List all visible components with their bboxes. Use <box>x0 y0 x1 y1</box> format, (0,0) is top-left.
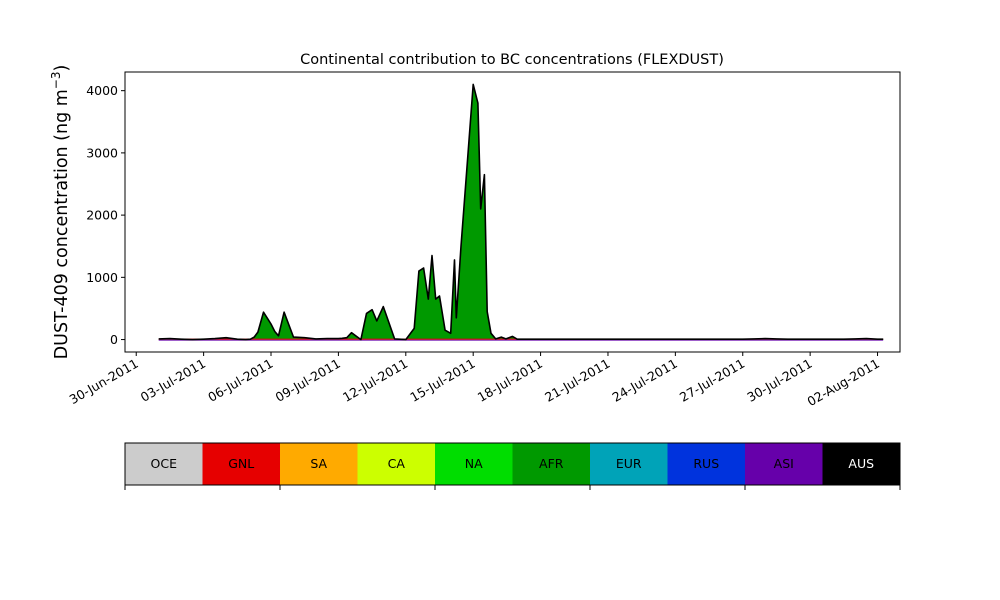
colorbar-cell-eur <box>590 443 668 485</box>
series-area-afr <box>158 84 884 340</box>
y-axis-label-end: ) <box>52 65 72 72</box>
colorbar-label-gnl: GNL <box>228 456 254 471</box>
y-tick-label: 3000 <box>86 145 118 160</box>
colorbar-cell-na <box>435 443 513 485</box>
y-axis-label: DUST-409 concentration (ng m−3) <box>49 65 72 360</box>
colorbar-label-ca: CA <box>388 456 406 471</box>
y-tick-label: 4000 <box>86 83 118 98</box>
y-axis: 0 1000 2000 3000 4000 <box>86 83 125 347</box>
colorbar-cell-sa <box>280 443 358 485</box>
colorbar-cell-gnl <box>202 443 281 485</box>
colorbar-cell-ca <box>357 443 436 485</box>
colorbar-label-na: NA <box>465 456 483 471</box>
x-tick-label: 15-Jul-2011 <box>407 356 477 405</box>
chart-title: Continental contribution to BC concentra… <box>300 52 724 68</box>
colorbar-cell-aus <box>822 443 901 485</box>
x-tick-label: 21-Jul-2011 <box>542 356 612 405</box>
colorbar-label-sa: SA <box>310 456 327 471</box>
x-axis: 30-Jun-201103-Jul-201106-Jul-201109-Jul-… <box>67 352 882 409</box>
plot-area <box>124 71 901 353</box>
colorbar: OCE GNL SA CA NA AFR EUR RUS ASI AUS <box>124 442 901 490</box>
colorbar-cell-asi <box>745 443 823 485</box>
y-axis-label-main: DUST-409 concentration (ng m <box>52 89 72 359</box>
colorbar-label-asi: ASI <box>774 456 794 471</box>
x-tick-label: 06-Jul-2011 <box>205 356 275 405</box>
y-axis-label-sup: −3 <box>49 71 63 89</box>
x-tick-label: 27-Jul-2011 <box>677 356 747 405</box>
x-tick-label: 30-Jul-2011 <box>744 356 814 405</box>
x-tick-label: 02-Aug-2011 <box>804 356 882 409</box>
colorbar-label-afr: AFR <box>539 456 564 471</box>
colorbar-cell-afr <box>512 443 591 485</box>
x-tick-label: 12-Jul-2011 <box>340 356 410 405</box>
plot-frame <box>124 71 901 353</box>
colorbar-cell-rus <box>667 443 746 485</box>
y-tick-label: 1000 <box>86 270 118 285</box>
x-tick-label: 03-Jul-2011 <box>138 356 208 405</box>
x-tick-label: 09-Jul-2011 <box>273 356 343 405</box>
y-tick-label: 2000 <box>86 208 118 223</box>
colorbar-label-aus: AUS <box>848 456 874 471</box>
x-tick-label: 18-Jul-2011 <box>475 356 545 405</box>
colorbar-cell-oce <box>125 443 203 485</box>
series-line-total <box>158 83 884 341</box>
x-tick-label: 24-Jul-2011 <box>610 356 680 405</box>
y-tick-label: 0 <box>110 332 118 347</box>
colorbar-label-rus: RUS <box>693 456 719 471</box>
x-tick-label: 30-Jun-2011 <box>67 356 141 407</box>
colorbar-label-oce: OCE <box>151 456 178 471</box>
colorbar-frame <box>124 442 901 486</box>
colorbar-label-eur: EUR <box>616 456 642 471</box>
